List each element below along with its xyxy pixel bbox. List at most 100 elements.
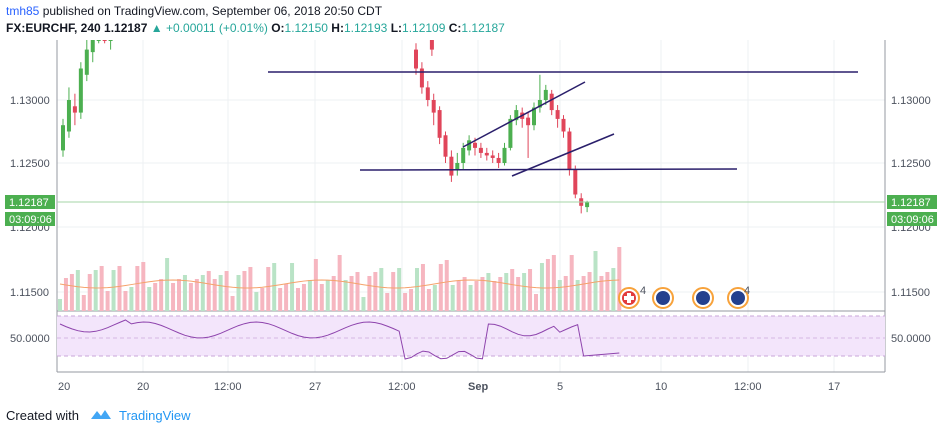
candle-body (561, 118, 566, 132)
volume-bar (248, 267, 253, 311)
candle-body (449, 156, 454, 176)
volume-bar (307, 280, 312, 311)
volume-bar (224, 271, 229, 311)
candle-body (514, 110, 519, 121)
volume-bar (498, 277, 503, 311)
svg-text:1.11500: 1.11500 (891, 287, 930, 299)
svg-text:1.11500: 1.11500 (10, 287, 49, 299)
event-markers[interactable]: 4 4 (618, 285, 750, 309)
volume-bar (254, 292, 259, 311)
last-price-tag-right: 1.12187 (887, 195, 937, 209)
candle-body (537, 100, 542, 108)
high-label: H: (331, 21, 344, 35)
author-link[interactable]: tmh85 (6, 4, 40, 18)
event-badge-count: 4 (744, 285, 750, 297)
svg-text:1.12187: 1.12187 (9, 197, 49, 209)
volume-bar (534, 294, 538, 311)
svg-text:Sep: Sep (468, 381, 488, 393)
volume-bar (450, 285, 455, 311)
created-with-text: Created with (6, 408, 79, 423)
volume-bar (153, 283, 158, 311)
swiss-flag-icon[interactable] (618, 287, 640, 309)
candle-body (508, 118, 513, 148)
tradingview-cloud-icon[interactable] (89, 407, 113, 424)
volume-bar (391, 272, 396, 311)
low-value: 1.12109 (402, 21, 446, 35)
volume-bar (581, 276, 586, 311)
volume-bar (551, 255, 556, 311)
volume-bar (177, 279, 181, 311)
volume-bar (563, 276, 568, 311)
volume-bar (129, 287, 134, 311)
volume-bar (111, 270, 116, 311)
drawings[interactable] (268, 71, 858, 177)
volume-bar (272, 263, 277, 311)
candle-body (532, 107, 536, 126)
candle-body (473, 142, 477, 148)
volume-bar (141, 262, 146, 311)
svg-text:12:00: 12:00 (214, 381, 242, 393)
svg-text:17: 17 (828, 381, 840, 393)
svg-text:12:00: 12:00 (388, 381, 416, 393)
volume-bar (266, 267, 271, 311)
volume-bar (367, 276, 372, 311)
channel-upper-line[interactable] (462, 81, 586, 148)
eu-flag-icon[interactable] (692, 287, 714, 309)
volume-bar (296, 288, 300, 311)
symbol-label[interactable]: FX:EURCHF, 240 (6, 21, 101, 35)
volume-bar (420, 264, 425, 311)
eu-flag-icon[interactable] (727, 287, 749, 309)
svg-text:5: 5 (557, 381, 563, 393)
publish-info: tmh85 published on TradingView.com, Sept… (6, 4, 382, 18)
tradingview-link[interactable]: TradingView (118, 408, 191, 423)
low-label: L: (390, 21, 403, 35)
volume-bar (165, 258, 170, 311)
open-value: 1.12150 (284, 21, 328, 35)
volume-bar (397, 268, 402, 311)
volume-bar (290, 263, 295, 311)
candle-body (490, 155, 495, 158)
volume-bar (58, 299, 62, 311)
eu-flag-icon[interactable] (652, 287, 674, 309)
support-line[interactable] (359, 168, 738, 171)
last-price: 1.12187 (104, 21, 148, 35)
arrow-up-icon: ▲ (150, 21, 163, 35)
volume-bar (480, 277, 485, 311)
volume-bar (486, 273, 491, 311)
svg-text:10: 10 (655, 381, 667, 393)
volume-bar (617, 247, 622, 311)
candle-body (455, 163, 460, 170)
volume-bar (182, 275, 187, 311)
candle-body (555, 110, 560, 119)
svg-text:1.12187: 1.12187 (891, 197, 931, 209)
volume-bar (63, 278, 68, 311)
volume-bar (569, 255, 574, 311)
volume-bar (75, 270, 80, 311)
candle-body (431, 100, 436, 113)
volume-bar (278, 288, 283, 311)
volume-bar (105, 291, 110, 311)
candle-body (484, 152, 489, 156)
volume-bar (159, 279, 164, 311)
volume-bar (230, 296, 235, 311)
volume-bar (539, 263, 544, 311)
volume-bar (361, 297, 366, 311)
volume-bar (462, 277, 467, 311)
volume-bar (415, 268, 419, 311)
price-change: +0.00011 (+0.01%) (166, 21, 268, 35)
candle-body (108, 40, 113, 41)
volume-bar (522, 273, 527, 311)
candle-body (66, 100, 71, 132)
volume-bar (385, 293, 390, 311)
volume-bar (194, 279, 199, 311)
volume-bar (355, 272, 360, 311)
candle-body (567, 131, 572, 170)
open-label: O: (271, 21, 285, 35)
svg-text:20: 20 (58, 381, 70, 393)
volume-bar (319, 284, 324, 311)
volume-bar (611, 268, 616, 311)
volume-bar (236, 275, 241, 311)
svg-text:12:00: 12:00 (734, 381, 762, 393)
channel-lower-line[interactable] (511, 133, 615, 177)
